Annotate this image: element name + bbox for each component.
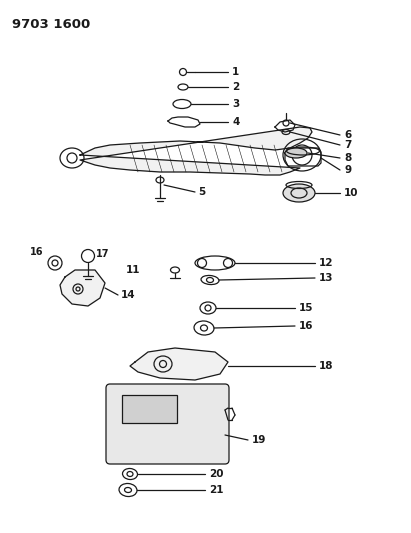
Text: 5: 5 <box>198 187 205 197</box>
Text: 14: 14 <box>121 290 136 300</box>
Text: 20: 20 <box>209 469 224 479</box>
Text: 4: 4 <box>232 117 239 127</box>
Text: 16: 16 <box>30 247 44 257</box>
Text: 18: 18 <box>319 361 333 371</box>
Ellipse shape <box>285 148 307 158</box>
Text: 9703 1600: 9703 1600 <box>12 18 90 31</box>
Text: 1: 1 <box>232 67 239 77</box>
Text: 19: 19 <box>252 435 266 445</box>
Text: 8: 8 <box>344 153 351 163</box>
Text: 16: 16 <box>299 321 314 331</box>
Text: 15: 15 <box>299 303 314 313</box>
Text: 17: 17 <box>96 249 109 259</box>
Bar <box>122 395 177 423</box>
Text: 21: 21 <box>209 485 224 495</box>
Text: 7: 7 <box>344 140 351 150</box>
FancyBboxPatch shape <box>106 384 229 464</box>
Polygon shape <box>130 348 228 380</box>
Text: 11: 11 <box>125 265 140 275</box>
Polygon shape <box>60 270 105 306</box>
Text: 10: 10 <box>344 188 358 198</box>
Text: 12: 12 <box>319 258 333 268</box>
Polygon shape <box>80 127 312 175</box>
Text: 2: 2 <box>232 82 239 92</box>
Text: 13: 13 <box>319 273 333 283</box>
Ellipse shape <box>283 184 315 202</box>
Text: 3: 3 <box>232 99 239 109</box>
Text: 9: 9 <box>344 165 351 175</box>
Text: 6: 6 <box>344 130 351 140</box>
